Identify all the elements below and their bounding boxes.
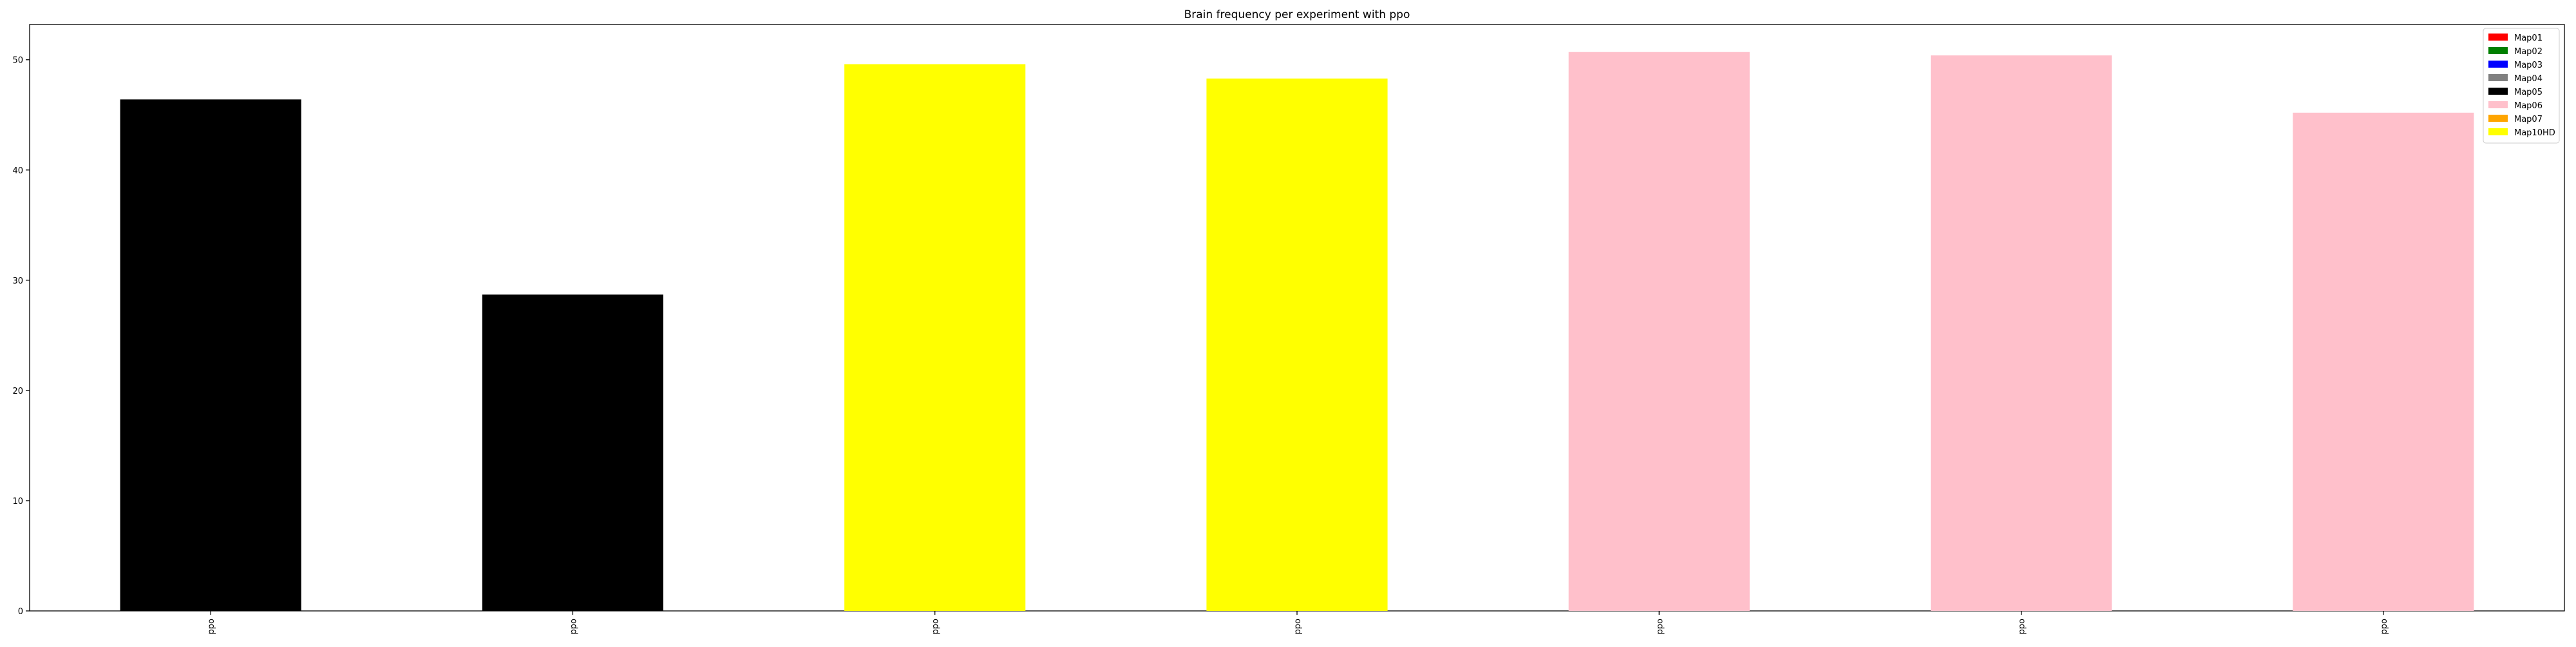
legend-label-map10hd: Map10HD [2514, 128, 2555, 138]
bar-3 [844, 64, 1026, 611]
x-tick-label: ppo [207, 619, 216, 635]
legend-swatch-map03 [2488, 61, 2508, 68]
x-tick-label: ppo [2018, 619, 2027, 635]
y-tick-label: 20 [12, 387, 23, 396]
legend-label-map06: Map06 [2514, 101, 2543, 111]
legend-label-map01: Map01 [2514, 34, 2543, 43]
legend-swatch-map02 [2488, 47, 2508, 54]
bar-2 [482, 295, 663, 611]
bar-7 [2293, 112, 2474, 611]
legend-label-map04: Map04 [2514, 74, 2543, 84]
bar-1 [120, 99, 301, 611]
x-tick-label: ppo [2380, 619, 2389, 635]
legend-swatch-map10hd [2488, 128, 2508, 135]
y-tick-label: 30 [12, 276, 23, 286]
legend-swatch-map05 [2488, 88, 2508, 95]
legend-label-map03: Map03 [2514, 61, 2543, 70]
chart-title: Brain frequency per experiment with ppo [1184, 8, 1410, 21]
y-tick-label: 40 [12, 166, 23, 176]
x-tick-label: ppo [569, 619, 578, 635]
y-tick-label: 50 [12, 56, 23, 66]
legend-label-map05: Map05 [2514, 88, 2543, 97]
x-tick-label: ppo [1293, 619, 1303, 635]
bar-series [120, 52, 2474, 612]
bar-4 [1206, 78, 1388, 611]
legend-label-map07: Map07 [2514, 115, 2543, 124]
bar-6 [1931, 55, 2112, 612]
y-axis: 0 10 20 30 40 50 [12, 56, 30, 617]
legend-swatch-map04 [2488, 74, 2508, 81]
x-tick-label: ppo [1655, 619, 1665, 635]
legend: Map01 Map02 Map03 Map04 Map05 Map06 Map07 Map10… [2483, 28, 2560, 144]
y-tick-label: 0 [18, 607, 23, 617]
y-tick-label: 10 [12, 497, 23, 507]
legend-swatch-map01 [2488, 34, 2508, 41]
bar-5 [1568, 52, 1750, 611]
legend-swatch-map06 [2488, 101, 2508, 108]
x-tick-label: ppo [931, 619, 941, 635]
x-axis: ppo ppo ppo ppo ppo ppo ppo [207, 611, 2389, 634]
legend-box [2483, 28, 2560, 144]
legend-swatch-map07 [2488, 115, 2508, 122]
legend-label-map02: Map02 [2514, 47, 2543, 57]
